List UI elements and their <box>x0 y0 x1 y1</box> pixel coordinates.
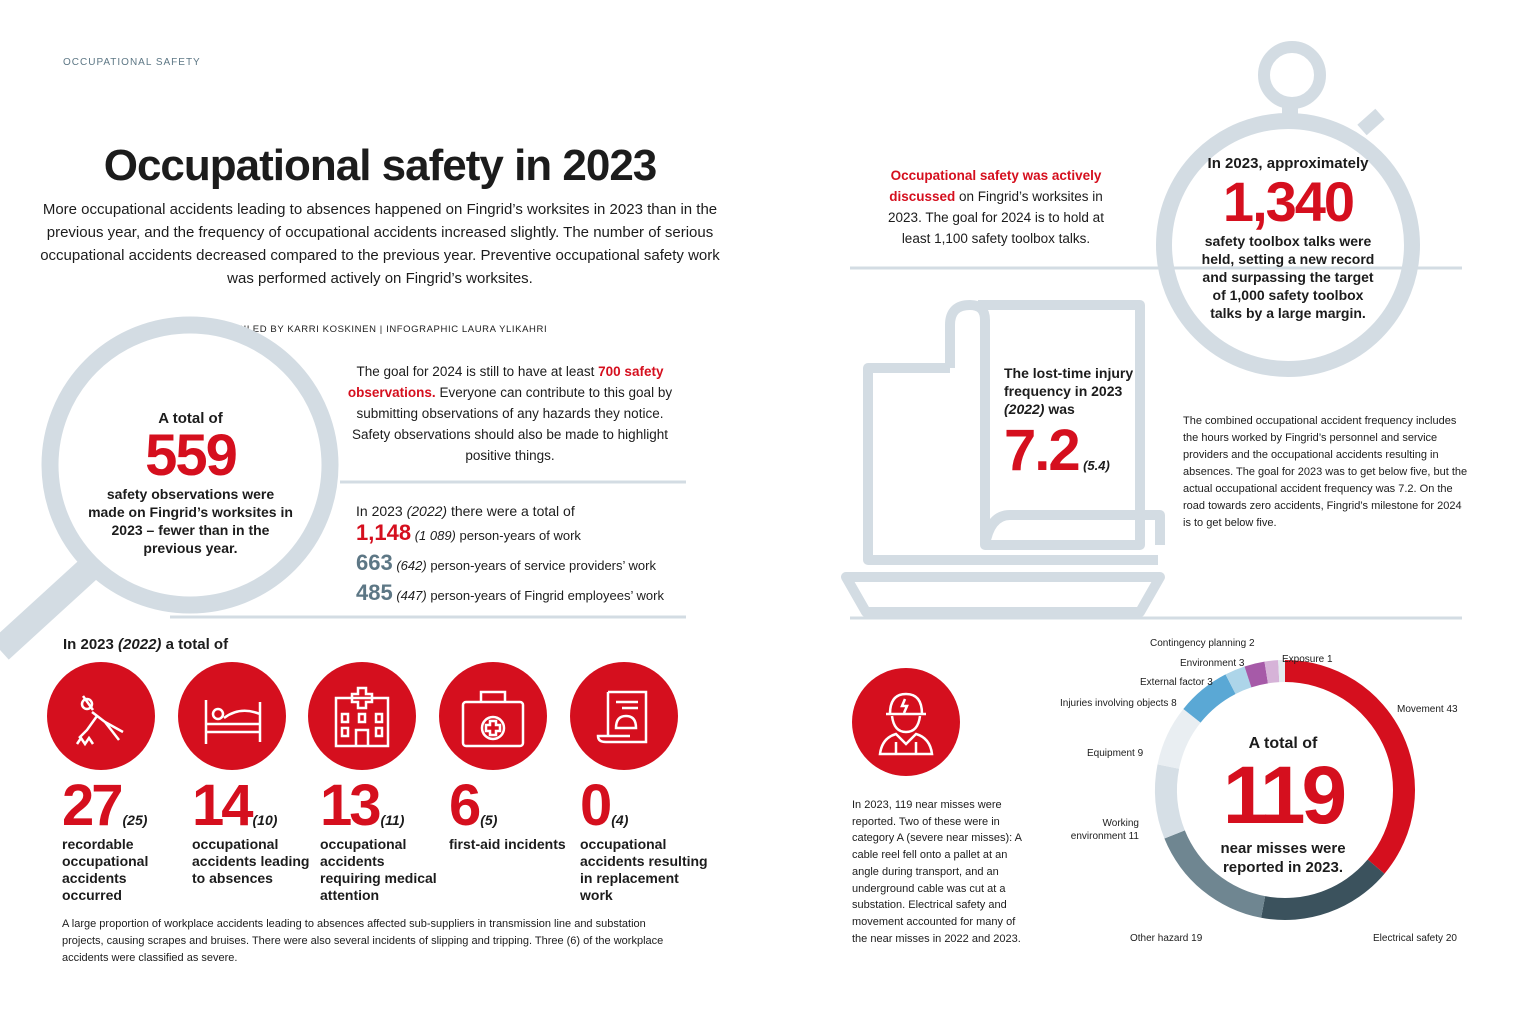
ltif-label: The lost-time injury frequency in 2023 (… <box>1004 365 1134 417</box>
toolbox-value: 1,340 <box>1222 170 1355 233</box>
donut-label-electrical-safety: Electrical safety 20 <box>1373 933 1457 944</box>
page-title: Occupational safety in 2023 <box>103 141 658 190</box>
person-years-row: 485 (447) person-years of Fingrid employ… <box>356 580 664 605</box>
donut-label-other-hazard: Other hazard 19 <box>1130 933 1203 944</box>
donut-center-post: near misses were reported in 2023. <box>1220 840 1346 876</box>
donut-center-value: 119 <box>1222 750 1347 841</box>
toolbox-big-block: In 2023, approximately 1,340 safety tool… <box>1196 155 1380 322</box>
toolbox-post: safety toolbox talks were held, setting … <box>1201 233 1375 321</box>
observations-block: A total of 559 safety observations were … <box>88 410 293 557</box>
divider-lines <box>170 266 1462 620</box>
donut-segment-contingency-planning <box>1264 660 1280 684</box>
donut-segment-injuries-involving-objects <box>1183 674 1236 723</box>
donut-segment-environment <box>1244 661 1268 688</box>
worker-helmet-icon <box>852 668 960 776</box>
donut-segment-other-hazard <box>1164 830 1266 918</box>
magnifier-icon <box>0 316 339 660</box>
donut-label-equipment: Equipment 9 <box>1087 748 1144 759</box>
laptop-document-icon <box>841 300 1165 617</box>
ltif-block: The lost-time injury frequency in 2023 (… <box>1004 364 1134 484</box>
stats-note: A large proportion of workplace accident… <box>62 918 664 964</box>
ltif-prev: (5.4) <box>1083 458 1110 473</box>
person-years-block: In 2023 (2022) there were a total of 1,1… <box>356 503 696 609</box>
donut-segment-exposure <box>1278 660 1285 683</box>
donut-label-external-factor: External factor 3 <box>1140 677 1213 688</box>
donut-label-exposure: Exposure 1 <box>1282 654 1333 665</box>
toolbox-pre: In 2023, approximately <box>1207 155 1369 172</box>
bed-icon <box>178 662 286 770</box>
first-aid-kit-icon <box>439 662 547 770</box>
donut-center-pre: A total of <box>1248 735 1318 752</box>
donut-label-working-environment: Working environment 11 <box>1070 818 1139 842</box>
donut-segment-movement <box>1285 660 1415 874</box>
near-misses-donut-chart <box>1155 660 1415 920</box>
donut-segment-electrical-safety <box>1261 859 1385 920</box>
goal-text: The goal for 2024 is still to have at le… <box>345 361 675 466</box>
ltif-value: 7.2 <box>1004 418 1081 483</box>
stat-medical: 13 (11) occupational accidents requiring m… <box>320 773 437 904</box>
stat-replacement: 0 (4) occupational accidents resulting in … <box>580 773 708 904</box>
goal-highlight: 700 safety observations. <box>347 364 664 400</box>
stopwatch-icon <box>1156 41 1420 377</box>
donut-segment-external-factor <box>1225 666 1252 694</box>
donut-segment-equipment <box>1157 708 1201 769</box>
stat-recordable: 27 (25) recordable occupational accidents … <box>62 773 149 904</box>
stat-absences: 14 (10) occupational accidents leading to … <box>192 773 310 887</box>
donut-label-injuries-objects: Injuries involving objects 8 <box>1060 698 1177 709</box>
person-years-row: 1,148 (1 089) person-years of work <box>356 520 581 545</box>
document-helmet-icon <box>570 662 678 770</box>
donut-label-environment: Environment 3 <box>1180 658 1245 669</box>
donut-label-contingency-planning: Contingency planning 2 <box>1150 638 1255 649</box>
combined-frequency-note: The combined occupational accident frequ… <box>1183 415 1468 529</box>
toolbox-text: Occupational safety was actively discuss… <box>888 168 1104 246</box>
observations-value: 559 <box>145 423 238 488</box>
credit-line: COMPILED BY KARRI KOSKINEN | INFOGRAPHIC… <box>212 324 548 335</box>
observations-pre: A total of <box>158 410 223 427</box>
intro-text: More occupational accidents leading to a… <box>40 201 720 287</box>
totals-heading: In 2023 (2022) a total of <box>63 636 229 653</box>
goal-post: Everyone can contribute to this goal by … <box>352 385 673 463</box>
observations-post: safety observations were made on Fingrid… <box>88 486 293 556</box>
stat-first-aid: 6 (5) first-aid incidents <box>449 773 566 853</box>
falling-person-icon <box>47 662 155 770</box>
donut-center: A total of 119 near misses were reported… <box>1200 735 1366 877</box>
hospital-icon <box>308 662 416 770</box>
near-miss-note: In 2023, 119 near misses were reported. … <box>852 799 1022 945</box>
person-years-heading: In 2023 (2022) there were a total of <box>356 503 575 519</box>
donut-segment-working-environment <box>1155 764 1185 839</box>
person-years-row: 663 (642) person-years of service provid… <box>356 550 656 575</box>
goal-pre: The goal for 2024 is still to have at le… <box>356 364 599 379</box>
section-label: OCCUPATIONAL SAFETY <box>63 57 201 68</box>
donut-label-movement: Movement 43 <box>1397 704 1458 715</box>
